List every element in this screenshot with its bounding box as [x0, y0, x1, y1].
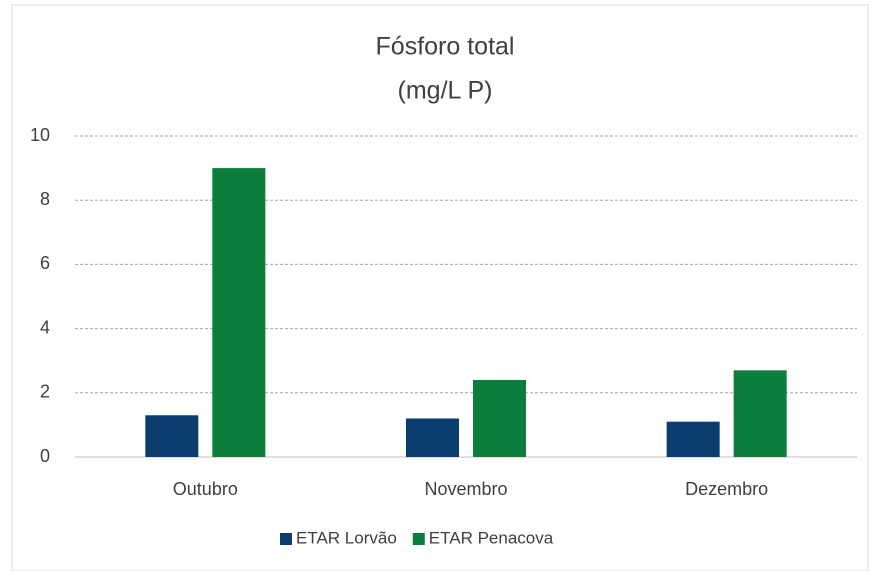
x-tick-label: Dezembro — [685, 479, 768, 499]
x-tick-label: Outubro — [173, 479, 238, 499]
y-tick-label: 8 — [40, 189, 50, 209]
y-tick-label: 0 — [40, 446, 50, 466]
x-tick-label: Novembro — [424, 479, 507, 499]
bar — [145, 415, 199, 457]
legend-label: ETAR Lorvão — [296, 528, 397, 547]
y-tick-label: 10 — [30, 125, 50, 145]
bar — [406, 418, 459, 457]
bar — [733, 370, 787, 457]
chart-title: Fósforo total — [376, 33, 515, 61]
chart-subtitle: (mg/L P) — [398, 77, 493, 105]
y-tick-label: 2 — [40, 382, 50, 402]
legend-swatch — [280, 533, 292, 545]
bar — [212, 168, 266, 457]
y-tick-label: 6 — [40, 253, 50, 273]
chart-border — [11, 4, 869, 571]
bar — [666, 421, 720, 457]
legend-label: ETAR Penacova — [429, 528, 554, 547]
bar — [473, 379, 526, 457]
legend-swatch — [412, 533, 425, 545]
y-tick-label: 4 — [40, 317, 50, 337]
